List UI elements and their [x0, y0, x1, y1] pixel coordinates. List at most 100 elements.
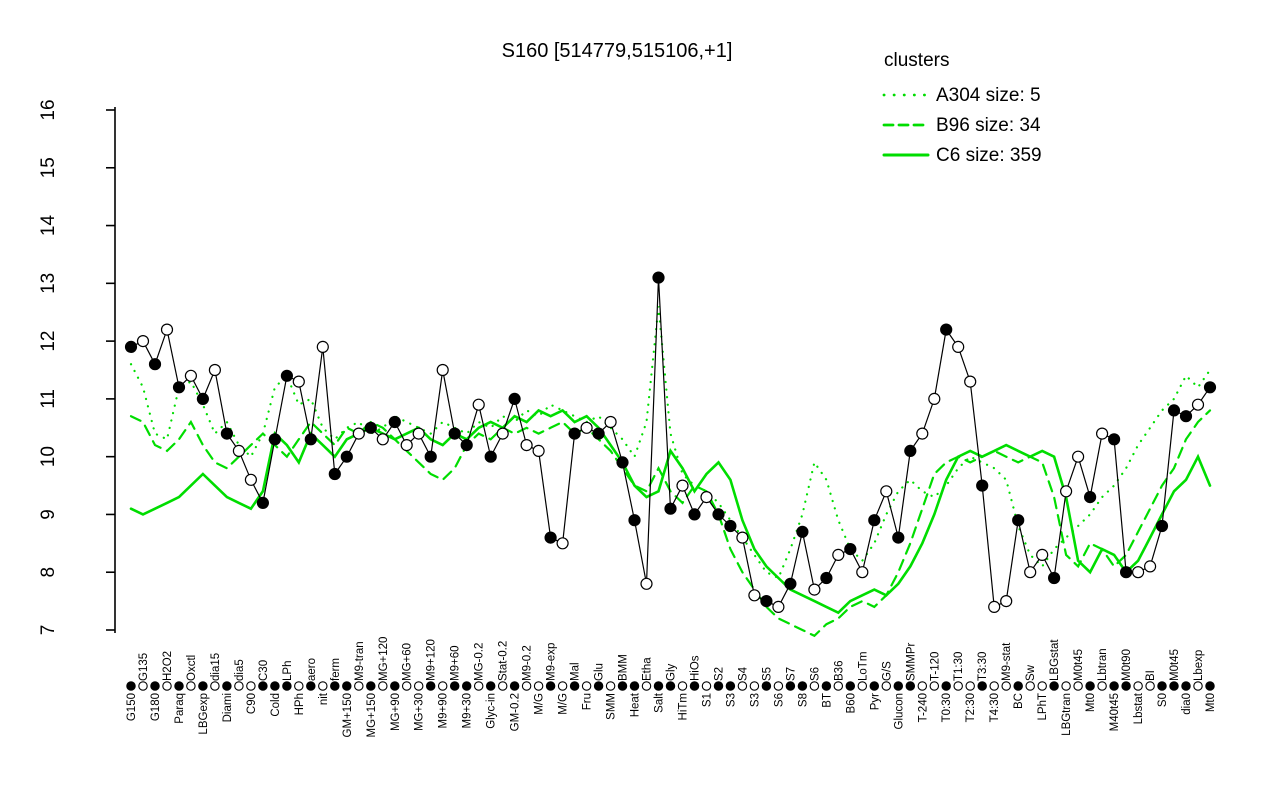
x-label-bottom: T-240: [917, 693, 929, 722]
x-label-top: M0t45: [1169, 649, 1181, 681]
data-point: [520, 439, 533, 452]
x-label-top: M0t90: [1121, 649, 1133, 681]
data-point: [916, 427, 929, 440]
axis-point: [306, 681, 316, 691]
x-label-bottom: HiTm: [678, 693, 690, 720]
x-label-top: S2: [714, 667, 726, 681]
data-point: [1131, 566, 1145, 579]
axis-point: [1193, 681, 1203, 691]
axis-point: [605, 681, 616, 691]
x-label-bottom: MG+30: [414, 693, 426, 731]
axis-point: [989, 681, 999, 691]
data-point: [196, 392, 209, 405]
axis-point: [965, 681, 975, 691]
data-point: [616, 456, 629, 469]
x-label-bottom: T4:30: [989, 693, 1001, 722]
x-label-top: G/S: [881, 661, 893, 681]
x-label-bottom: T0:30: [941, 693, 953, 722]
x-label-top: H2O2: [162, 651, 174, 681]
x-label-bottom: BT: [821, 693, 833, 708]
data-point: [208, 363, 221, 377]
x-label-bottom: S8: [797, 693, 809, 707]
data-point: [1071, 450, 1085, 463]
data-point: [856, 566, 869, 579]
data-point: [640, 577, 653, 590]
x-label-bottom: LBGtran: [1061, 693, 1073, 736]
axis-point: [174, 681, 184, 691]
series-B96-line: [129, 409, 1212, 638]
axis-point: [186, 681, 196, 691]
data-point: [712, 508, 725, 521]
x-label-bottom: Diami: [222, 693, 234, 722]
data-point: [376, 433, 389, 446]
data-point: [1143, 560, 1157, 573]
x-label-top: M9-stat: [1001, 642, 1013, 681]
axis-point: [701, 681, 712, 691]
axis-point: [425, 681, 436, 691]
data-point: [232, 444, 245, 457]
axis-point: [557, 681, 568, 691]
axis-point: [725, 681, 736, 691]
x-label-bottom: Pyr: [869, 693, 881, 710]
data-point: [928, 392, 941, 405]
x-label-top: B36: [833, 661, 845, 681]
axis-point: [1205, 681, 1215, 691]
axis-point: [917, 681, 928, 691]
axis-point: [282, 681, 292, 691]
x-label-bottom: M/G: [558, 693, 570, 715]
x-label-top: BMM: [618, 654, 630, 681]
x-label-bottom: S3: [725, 693, 737, 707]
legend: clusters A304 size: 5 B96 size: 34 C6 size…: [882, 50, 1042, 166]
y-tick-label: 13: [38, 273, 59, 294]
axis-point: [449, 681, 460, 691]
x-label-top: dia5: [234, 659, 246, 681]
data-point: [604, 415, 617, 429]
axis-point: [1157, 681, 1167, 691]
axis-point: [773, 681, 784, 691]
x-label-top: Etha: [642, 657, 654, 681]
axis-point: [162, 681, 172, 691]
x-label-top: S6: [809, 667, 821, 681]
data-point: [1155, 519, 1169, 533]
axis-point: [497, 681, 508, 691]
x-label-top: M9-exp: [546, 643, 558, 681]
axis-point: [1133, 681, 1143, 691]
axis-point: [150, 681, 160, 691]
x-label-top: SMMPr: [905, 643, 917, 682]
axis-point: [318, 681, 328, 691]
axis-point: [1049, 681, 1059, 691]
axis-point: [653, 681, 664, 691]
axis-point: [785, 681, 796, 691]
data-point: [736, 531, 749, 544]
axis-point: [593, 681, 604, 691]
data-point: [268, 433, 281, 446]
x-label-bottom: Glucon: [893, 693, 905, 729]
x-label-top: T3:30: [977, 652, 989, 681]
x-label-bottom: S6: [773, 693, 785, 707]
data-point: [592, 427, 605, 440]
axis-point: [1145, 681, 1155, 691]
data-point: [988, 600, 1001, 614]
legend-entry-label: B96 size: 34: [936, 115, 1041, 136]
axis-point: [809, 681, 820, 691]
x-label-top: MG-0.2: [474, 643, 486, 681]
data-point: [148, 358, 162, 371]
x-label-top: M9-tran: [354, 641, 366, 681]
axis-point: [246, 681, 256, 691]
data-point: [1203, 381, 1217, 394]
axis-point: [234, 681, 244, 691]
x-label-top: S5: [761, 667, 773, 681]
x-label-top: MG+120: [378, 637, 390, 681]
data-point: [940, 323, 953, 336]
data-point: [904, 444, 917, 457]
x-label-top: ferm: [330, 658, 342, 681]
axis-point-row: [126, 681, 1215, 691]
axis-point: [1013, 681, 1023, 691]
data-point: [1191, 398, 1205, 411]
axis-point: [126, 681, 136, 691]
data-point: [796, 525, 809, 538]
x-label-top: aero: [306, 658, 318, 681]
data-point: [388, 415, 401, 429]
axis-point: [929, 681, 940, 691]
